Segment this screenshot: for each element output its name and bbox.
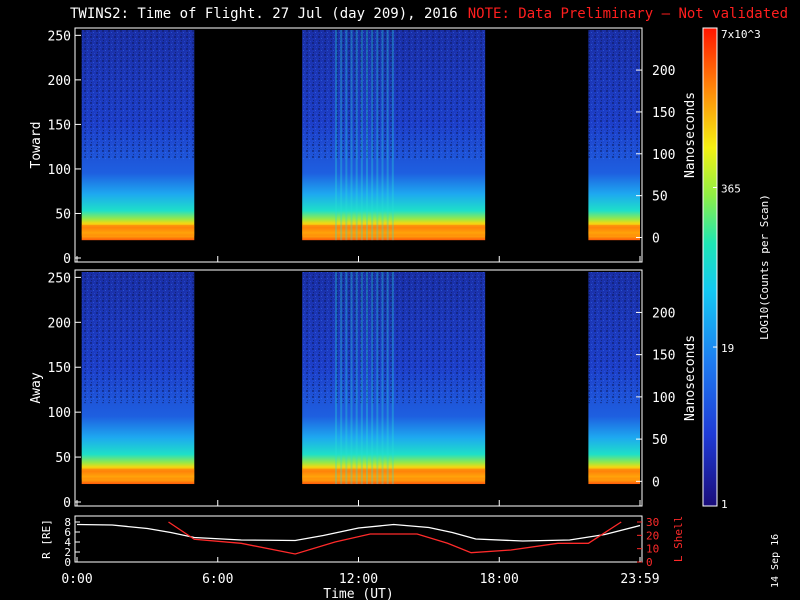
- y-tick-label: 150: [48, 361, 71, 376]
- l-shell-line: [168, 521, 622, 555]
- spike-stripe: [355, 272, 358, 485]
- orbit-y-tick-label: 4: [64, 536, 71, 549]
- y-tick-label: 150: [48, 118, 71, 133]
- spike-stripe: [355, 30, 358, 241]
- spike-stripe: [345, 30, 348, 241]
- title-text: TWINS2: Time of Flight. 27 Jul (day 209)…: [70, 6, 458, 22]
- y-right-axis-label: Nanoseconds: [683, 335, 698, 421]
- spike-stripe: [371, 272, 374, 485]
- y-right-tick-label: 100: [652, 391, 675, 406]
- colorbar-label: LOG10(Counts per Scan): [758, 194, 771, 340]
- colorbar-tick-label: 365: [721, 182, 741, 195]
- spike-stripe: [381, 30, 384, 241]
- spike-stripe: [391, 272, 394, 485]
- y-tick-label: 250: [48, 29, 71, 44]
- orbit-y-axis-label: R [RE]: [40, 519, 53, 559]
- spike-stripe: [371, 30, 374, 241]
- spike-stripe: [386, 272, 389, 485]
- x-tick-label: 12:00: [339, 572, 378, 587]
- y-right-tick-label: 50: [652, 433, 668, 448]
- noise-overlay: [81, 272, 195, 404]
- noise-overlay: [588, 30, 640, 161]
- orbit-y-tick-label: 0: [64, 556, 71, 569]
- y-right-tick-label: 100: [652, 148, 675, 163]
- colorbar-rect: [702, 27, 718, 507]
- noise-overlay: [302, 30, 486, 161]
- y-tick-label: 0: [63, 252, 71, 267]
- y-right-tick-label: 0: [652, 475, 660, 490]
- y-axis-label: Away: [29, 372, 44, 403]
- y-right-tick-label: 50: [652, 190, 668, 205]
- spike-stripe: [391, 30, 394, 241]
- orbit-y-tick-label: 2: [64, 546, 71, 559]
- panel-toward: 0 50 100 150 200 250 0 50 100 150 200 Toward Nanosec…: [29, 27, 698, 267]
- x-tick-label: 6:00: [202, 572, 233, 587]
- x-tick-label: 0:00: [61, 572, 92, 587]
- y-right-tick-label: 150: [652, 349, 675, 364]
- y-right-tick-label: 150: [652, 106, 675, 121]
- noise-overlay: [302, 272, 486, 404]
- y-axis-label: Toward: [29, 122, 44, 169]
- bright-band: [588, 468, 640, 480]
- orbit-y-tick-label: 6: [64, 526, 71, 539]
- spike-stripe: [376, 30, 379, 241]
- spike-stripe: [345, 272, 348, 485]
- r-re-line: [76, 523, 641, 542]
- spike-stripe: [376, 272, 379, 485]
- spike-stripe: [366, 272, 369, 485]
- y-tick-label: 200: [48, 74, 71, 89]
- colorbar-tick-label: 1: [721, 498, 728, 511]
- orbit-y-right-axis-label: L Shell: [672, 516, 685, 562]
- y-right-tick-label: 200: [652, 306, 675, 321]
- bright-band: [81, 225, 195, 236]
- spike-stripe: [340, 272, 343, 485]
- spike-stripe: [340, 30, 343, 241]
- y-tick-label: 100: [48, 163, 71, 178]
- validation-note: NOTE: Data Preliminary — Not validated: [467, 6, 789, 22]
- spike-stripe: [366, 30, 369, 241]
- y-right-tick-label: 200: [652, 64, 675, 79]
- noise-overlay: [81, 30, 195, 161]
- bright-band: [302, 468, 486, 480]
- spike-stripe: [350, 272, 353, 485]
- spike-stripe: [386, 30, 389, 241]
- orbit-y-tick-label: 8: [64, 516, 71, 529]
- y-tick-label: 250: [48, 271, 71, 286]
- x-tick-label: 18:00: [480, 572, 519, 587]
- colorbar-tick-label: 7x10^3: [721, 28, 761, 41]
- page-title: TWINS2: Time of Flight. 27 Jul (day 209)…: [70, 6, 788, 22]
- colorbar-tick-label: 19: [721, 342, 734, 355]
- y-tick-label: 200: [48, 316, 71, 331]
- orbit-y-right-tick-label: 20: [646, 529, 659, 542]
- bright-band: [588, 225, 640, 236]
- bright-band: [81, 468, 195, 480]
- spike-stripe: [381, 272, 384, 485]
- x-tick-label: 23:59: [620, 572, 659, 587]
- y-right-axis-label: Nanoseconds: [683, 92, 698, 178]
- orbit-y-right-tick-label: 10: [646, 543, 659, 556]
- y-tick-label: 50: [55, 207, 71, 222]
- spike-stripe: [335, 272, 338, 485]
- y-right-tick-label: 0: [652, 232, 660, 247]
- spike-stripe: [335, 30, 338, 241]
- spike-stripe: [360, 272, 363, 485]
- orbit-y-right-tick-label: 0: [646, 556, 653, 569]
- spike-stripe: [360, 30, 363, 241]
- orbit-frame: [74, 515, 643, 563]
- panel-away: 0 50 100 150 200 250 0 50 100 150 200 Away Nanosecon…: [29, 269, 698, 511]
- noise-overlay: [588, 272, 640, 404]
- y-tick-label: 100: [48, 406, 71, 421]
- orbit-y-right-tick-label: 30: [646, 516, 659, 529]
- y-tick-label: 50: [55, 451, 71, 466]
- y-tick-label: 0: [63, 496, 71, 511]
- spike-stripe: [350, 30, 353, 241]
- x-axis-label: Time (UT): [323, 587, 393, 600]
- bright-band: [302, 225, 486, 236]
